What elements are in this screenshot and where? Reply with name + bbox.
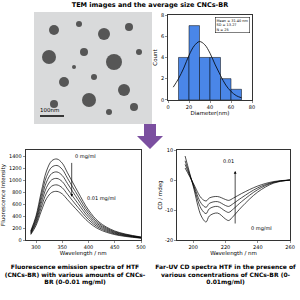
svg-text:450: 450 bbox=[110, 244, 120, 250]
svg-text:0: 0 bbox=[161, 97, 164, 103]
svg-text:350: 350 bbox=[57, 244, 67, 250]
html-text:TEM images and the average siz: TEM images and the average size CNCs-BR bbox=[71, 1, 229, 9]
svg-text:0 mg/ml: 0 mg/ml bbox=[75, 153, 96, 160]
svg-text:600: 600 bbox=[12, 201, 22, 207]
svg-text:200: 200 bbox=[12, 225, 22, 231]
svg-text:1400: 1400 bbox=[9, 153, 22, 159]
svg-text:100nm: 100nm bbox=[40, 107, 59, 113]
svg-text:10: 10 bbox=[167, 147, 173, 153]
svg-text:Wavelength / nm: Wavelength / nm bbox=[60, 250, 107, 257]
svg-text:Diameter(nm): Diameter(nm) bbox=[191, 110, 230, 116]
svg-text:60: 60 bbox=[228, 104, 234, 110]
svg-text:Wavelength / nm: Wavelength / nm bbox=[210, 250, 257, 257]
svg-text:1000: 1000 bbox=[9, 177, 22, 183]
svg-text:4: 4 bbox=[161, 54, 164, 60]
svg-text:Mean = 31.40 nmSD = 13.27N = 2: Mean = 31.40 nmSD = 13.27N = 25 bbox=[217, 19, 249, 32]
svg-text:6: 6 bbox=[161, 33, 164, 39]
svg-text:220: 220 bbox=[221, 244, 231, 250]
svg-text:800: 800 bbox=[12, 189, 22, 195]
svg-text:500: 500 bbox=[136, 244, 146, 250]
svg-text:0: 0 bbox=[166, 104, 169, 110]
svg-text:400: 400 bbox=[84, 244, 94, 250]
svg-text:240: 240 bbox=[253, 244, 263, 250]
svg-text:Count: Count bbox=[152, 48, 158, 65]
svg-text:-10: -10 bbox=[165, 207, 173, 213]
svg-text:2: 2 bbox=[161, 75, 164, 81]
svg-text:1200: 1200 bbox=[9, 165, 22, 171]
svg-text:0.01 mg/ml: 0.01 mg/ml bbox=[87, 195, 116, 202]
svg-text:Fluorescence Intensity: Fluorescence Intensity bbox=[0, 163, 7, 226]
svg-text:400: 400 bbox=[12, 213, 22, 219]
svg-text:-20: -20 bbox=[165, 237, 173, 243]
svg-text:40: 40 bbox=[207, 104, 213, 110]
svg-text:260: 260 bbox=[285, 244, 295, 250]
svg-text:300: 300 bbox=[31, 244, 41, 250]
svg-text:0.01: 0.01 bbox=[223, 158, 234, 164]
svg-text:0: 0 bbox=[170, 177, 173, 183]
svg-text:20: 20 bbox=[186, 104, 192, 110]
svg-text:80: 80 bbox=[249, 104, 255, 110]
svg-text:0 mg/ml: 0 mg/ml bbox=[251, 225, 272, 232]
html-text:Fluorescence emission spectra: Fluorescence emission spectra of HTF (CN… bbox=[4, 263, 146, 285]
svg-text:8: 8 bbox=[161, 12, 164, 18]
svg-text:CD / mdeg: CD / mdeg bbox=[157, 180, 164, 209]
svg-text:200: 200 bbox=[188, 244, 198, 250]
html-text:Far-UV CD spectra HTF in the p: Far-UV CD spectra HTF in the presence of… bbox=[155, 263, 296, 285]
svg-text:0: 0 bbox=[19, 237, 22, 243]
